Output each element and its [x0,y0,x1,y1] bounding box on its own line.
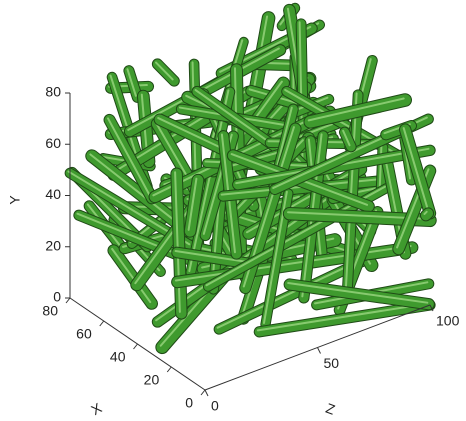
x-tick [100,321,104,326]
x-tick-label: 60 [76,326,92,342]
z-tick-label: 50 [324,355,340,371]
x-tick-label: 20 [144,372,160,388]
fiber [426,213,428,215]
chart: 020406080020406080050100YXZ [0,0,466,421]
x-tick [167,367,171,372]
y-tick-label: 40 [45,186,61,202]
z-axis-label: Z [324,400,338,418]
x-tick [134,344,138,349]
x-tick [66,298,70,303]
z-tick-label: 100 [436,313,460,329]
x-tick-label: 40 [110,349,126,365]
z-tick-label: 0 [211,398,219,414]
x-axis-label: X [88,399,105,418]
x-tick-label: 0 [185,395,193,411]
y-tick-label: 20 [45,237,61,253]
z-tick [205,390,208,396]
x-tick-label: 80 [42,303,58,319]
page: 020406080020406080050100YXZ (() => { con… [0,0,466,421]
z-tick [318,348,321,354]
y-tick-label: 80 [45,84,61,100]
y-axis-label: Y [7,195,23,205]
y-tick-label: 60 [45,135,61,151]
x-tick [201,390,205,395]
fiber-render [69,7,431,348]
